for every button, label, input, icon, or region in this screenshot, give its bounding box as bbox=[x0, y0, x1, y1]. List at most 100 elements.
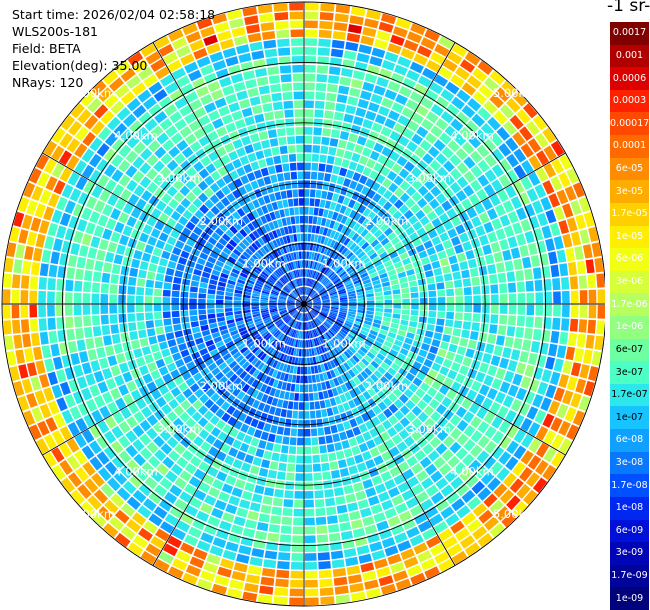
range-gate-cell bbox=[229, 18, 244, 29]
range-gate-cell bbox=[513, 338, 523, 350]
range-gate-cell bbox=[119, 362, 129, 374]
range-gate-cell bbox=[198, 135, 210, 147]
range-gate-cell bbox=[477, 159, 490, 173]
range-gate-cell bbox=[310, 171, 318, 180]
range-gate-cell bbox=[70, 352, 81, 366]
range-gate-cell bbox=[373, 512, 386, 523]
range-gate-cell bbox=[251, 254, 260, 262]
range-gate-cell bbox=[126, 216, 137, 228]
range-gate-cell bbox=[153, 174, 165, 186]
range-gate-cell bbox=[362, 26, 377, 38]
range-gate-cell bbox=[267, 165, 276, 175]
range-gate-cell bbox=[417, 172, 429, 184]
range-gate-cell bbox=[329, 461, 339, 470]
range-gate-cell bbox=[542, 127, 557, 144]
range-gate-cell bbox=[255, 282, 263, 288]
range-gate-cell bbox=[380, 325, 389, 331]
range-gate-cell bbox=[405, 399, 416, 410]
range-gate-cell bbox=[401, 220, 411, 231]
range-gate-cell bbox=[379, 349, 388, 357]
range-gate-cell bbox=[465, 348, 475, 359]
range-gate-cell bbox=[366, 588, 382, 599]
range-gate-cell bbox=[105, 179, 117, 192]
range-gate-cell bbox=[145, 320, 155, 329]
range-gate-cell bbox=[298, 411, 304, 419]
range-gate-cell bbox=[239, 370, 248, 380]
range-gate-cell bbox=[373, 455, 384, 466]
range-gate-cell bbox=[545, 238, 556, 252]
range-gate-cell bbox=[237, 279, 246, 285]
range-gate-cell bbox=[216, 126, 228, 137]
range-gate-cell bbox=[216, 295, 224, 300]
range-gate-cell bbox=[260, 22, 275, 32]
range-gate-cell bbox=[411, 304, 419, 310]
range-gate-cell bbox=[278, 552, 291, 561]
range-gate-cell bbox=[357, 383, 366, 393]
range-gate-cell bbox=[15, 244, 26, 259]
range-gate-cell bbox=[349, 15, 364, 26]
range-gate-cell bbox=[415, 388, 426, 399]
range-gate-cell bbox=[260, 299, 268, 302]
range-gate-cell bbox=[285, 284, 292, 291]
range-gate-cell bbox=[197, 237, 207, 246]
range-gate-cell bbox=[435, 224, 446, 235]
range-gate-cell bbox=[417, 550, 432, 563]
range-gate-cell bbox=[411, 298, 419, 304]
range-gate-cell bbox=[450, 520, 465, 534]
range-gate-cell bbox=[503, 472, 517, 488]
range-gate-cell bbox=[340, 186, 348, 196]
range-gate-cell bbox=[304, 357, 307, 366]
range-gate-cell bbox=[424, 270, 434, 278]
range-gate-cell bbox=[375, 424, 386, 434]
range-gate-cell bbox=[292, 280, 297, 288]
range-gate-cell bbox=[242, 251, 251, 259]
range-gate-cell bbox=[127, 313, 136, 322]
range-gate-cell bbox=[472, 313, 481, 322]
range-gate-cell bbox=[287, 307, 295, 311]
range-gate-cell bbox=[388, 415, 399, 426]
range-gate-cell bbox=[73, 292, 82, 304]
range-gate-cell bbox=[400, 319, 409, 326]
range-gate-cell bbox=[211, 507, 224, 519]
range-gate-cell bbox=[462, 321, 472, 330]
range-gate-cell bbox=[232, 387, 241, 397]
range-gate-cell bbox=[186, 430, 197, 442]
range-gate-cell bbox=[393, 422, 404, 433]
range-gate-cell bbox=[354, 282, 363, 288]
range-gate-cell bbox=[284, 264, 290, 272]
range-gate-cell bbox=[313, 252, 318, 261]
range-gate-cell bbox=[410, 310, 419, 316]
range-gate-cell bbox=[281, 313, 289, 319]
range-gate-cell bbox=[339, 307, 348, 311]
range-gate-cell bbox=[209, 322, 218, 329]
range-gate-cell bbox=[427, 317, 436, 325]
range-gate-cell bbox=[349, 209, 357, 219]
range-gate-cell bbox=[329, 291, 338, 296]
range-gate-cell bbox=[418, 349, 428, 358]
range-gate-cell bbox=[302, 269, 304, 277]
range-gate-cell bbox=[562, 203, 574, 218]
range-gate-cell bbox=[272, 315, 280, 320]
range-gate-cell bbox=[369, 170, 379, 181]
range-gate-cell bbox=[528, 171, 541, 186]
range-gate-cell bbox=[362, 380, 371, 390]
range-gate-cell bbox=[280, 344, 286, 352]
range-gate-cell bbox=[29, 276, 39, 290]
range-gate-cell bbox=[561, 318, 570, 331]
range-gate-cell bbox=[411, 133, 424, 145]
range-gate-cell bbox=[79, 245, 89, 257]
range-gate-cell bbox=[286, 317, 293, 325]
range-gate-cell bbox=[236, 507, 248, 518]
range-gate-cell bbox=[127, 238, 138, 249]
range-gate-cell bbox=[35, 360, 46, 375]
range-gate-cell bbox=[322, 128, 332, 137]
range-gate-cell bbox=[424, 222, 434, 233]
range-gate-cell bbox=[304, 313, 306, 321]
range-gate-cell bbox=[81, 387, 93, 401]
range-gate-cell bbox=[296, 455, 304, 464]
range-gate-cell bbox=[394, 64, 408, 76]
range-gate-cell bbox=[56, 304, 64, 317]
range-gate-cell bbox=[93, 370, 105, 383]
range-gate-cell bbox=[287, 300, 295, 303]
